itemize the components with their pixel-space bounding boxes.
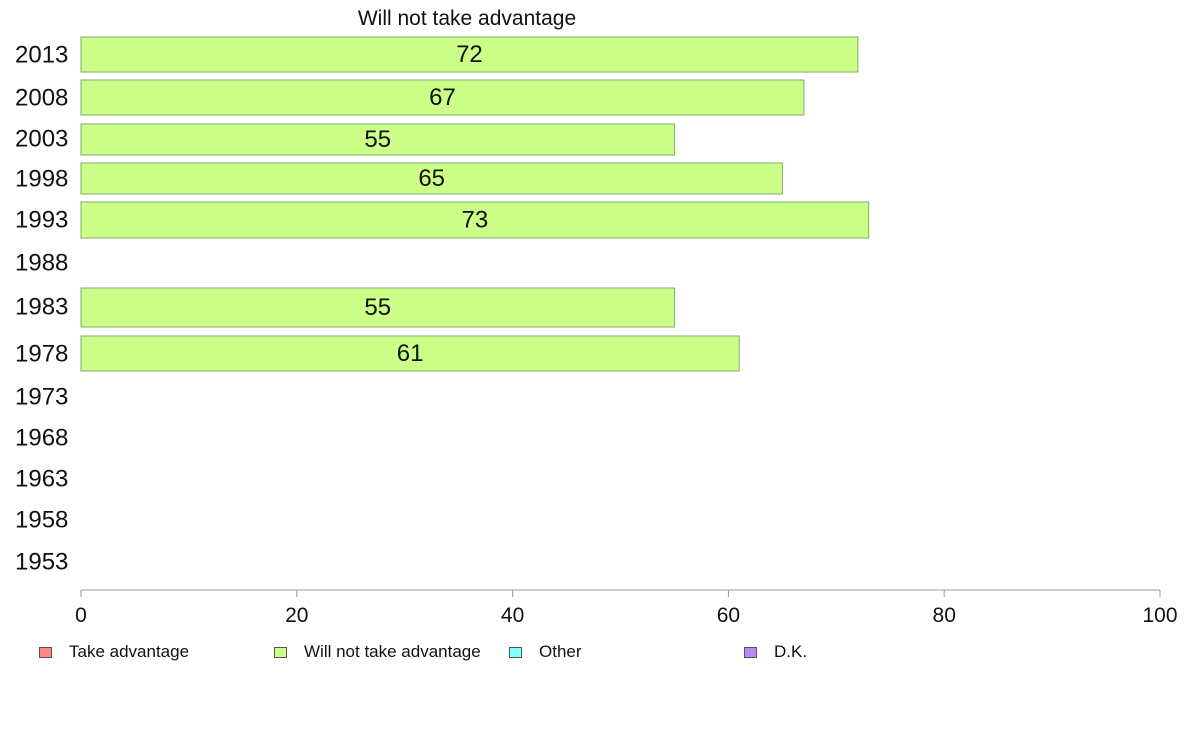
chart-legend: Take advantage Will not take advantage Oth… [0,642,1188,666]
legend-item: D.K. [744,642,807,662]
year-label-1983: 1983 [15,293,68,320]
legend-item: Will not take advantage [274,642,481,662]
legend-item: Take advantage [39,642,189,662]
x-axis: 0 20 40 60 80 100 [75,589,1178,627]
legend-label: Will not take advantage [304,642,481,661]
year-label-1968: 1968 [15,424,68,451]
year-label-1998: 1998 [15,165,68,192]
data-label-1998: 65 [418,165,445,192]
year-label-2013: 2013 [15,41,68,68]
year-label-1993: 1993 [15,206,68,233]
year-label-1958: 1958 [15,506,68,533]
data-label-2003: 55 [364,126,391,153]
bar-2003 [80,123,675,156]
year-label-1978: 1978 [15,340,68,367]
legend-swatch [39,646,52,658]
chart-title: Will not take advantage [358,7,576,30]
bar-2008 [80,79,805,116]
bar-1998 [80,162,783,195]
legend-swatch [274,646,287,658]
x-tick-label-80: 80 [933,604,956,627]
bar-2013 [80,36,859,73]
year-label-2008: 2008 [15,84,68,111]
year-label-2003: 2003 [15,125,68,152]
year-labels: 2013 2008 2003 1998 1993 1988 1983 1978 1973 1968… [15,41,68,575]
year-label-1973: 1973 [15,383,68,410]
x-tick-label-0: 0 [75,604,87,627]
legend-label: Other [539,642,582,661]
x-tick-label-60: 60 [717,604,740,627]
data-label-1978: 61 [397,340,424,367]
data-label-2008: 67 [429,84,456,111]
legend-label: Take advantage [69,642,190,661]
bar-1978 [80,335,740,372]
legend-item: Other [509,642,582,662]
year-label-1963: 1963 [15,465,68,492]
data-label-1983: 55 [364,294,391,321]
x-tick-label-40: 40 [501,604,524,627]
x-tick-label-20: 20 [285,604,308,627]
data-label-1993: 73 [461,206,488,233]
legend-swatch [509,646,522,658]
bar-1993 [80,201,870,239]
legend-label: D.K. [774,642,808,661]
data-label-2013: 72 [456,41,483,68]
legend-swatch [744,646,757,658]
bar-1983 [80,287,675,328]
year-label-1953: 1953 [15,548,68,575]
x-tick-label-100: 100 [1142,604,1177,627]
year-label-1988: 1988 [15,249,68,276]
